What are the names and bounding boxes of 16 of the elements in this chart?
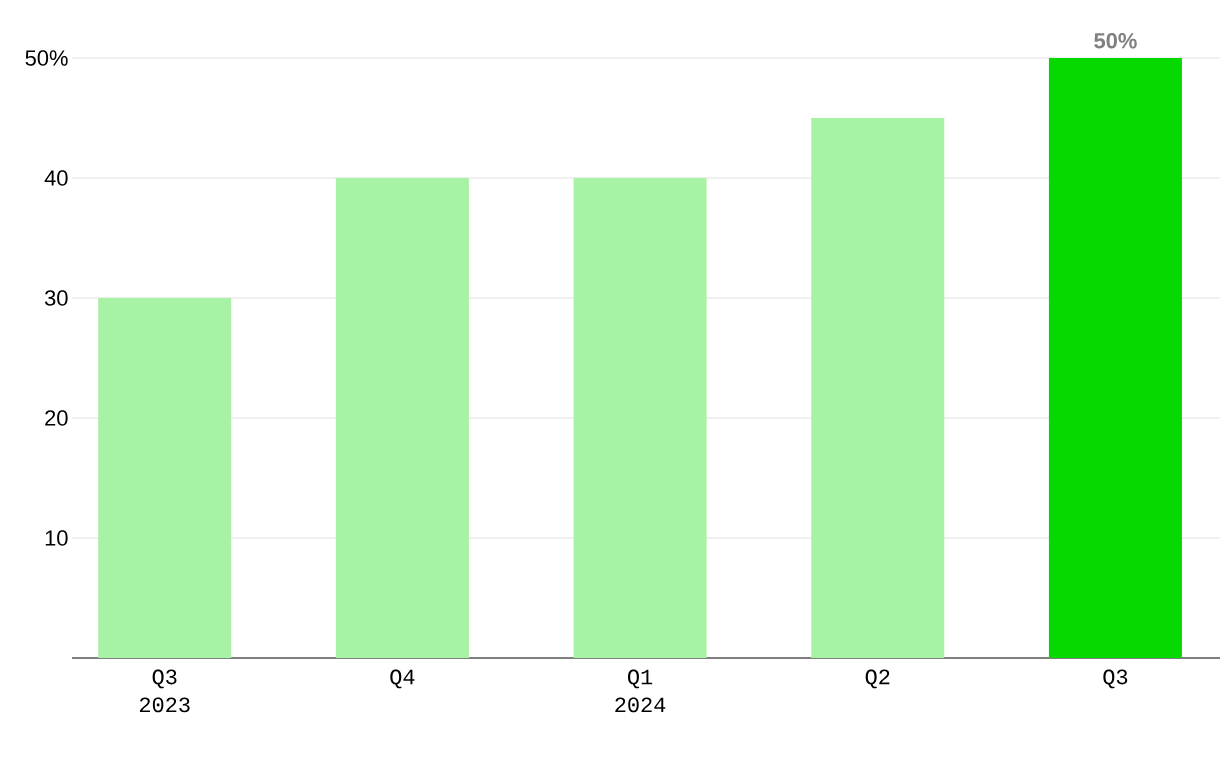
y-tick-label: 20 xyxy=(45,410,68,426)
bar xyxy=(98,298,232,658)
bar xyxy=(573,177,707,658)
x-tick-label: Q3 xyxy=(1103,669,1128,689)
y-tick-label: 10 xyxy=(45,530,68,546)
data-label: 50% xyxy=(1094,32,1137,49)
bar xyxy=(1048,57,1182,658)
bar xyxy=(335,177,469,658)
x-tick-label: Q4 xyxy=(390,669,415,689)
x-tick-label: Q3 2023 xyxy=(139,669,190,713)
y-tick-label: 50% xyxy=(25,50,68,66)
x-tick-label: Q1 2024 xyxy=(615,669,666,713)
y-tick-label: 40 xyxy=(44,170,68,186)
x-tick-label: Q2 xyxy=(865,669,890,689)
y-tick-label: 30 xyxy=(44,290,68,306)
bar xyxy=(811,117,945,658)
